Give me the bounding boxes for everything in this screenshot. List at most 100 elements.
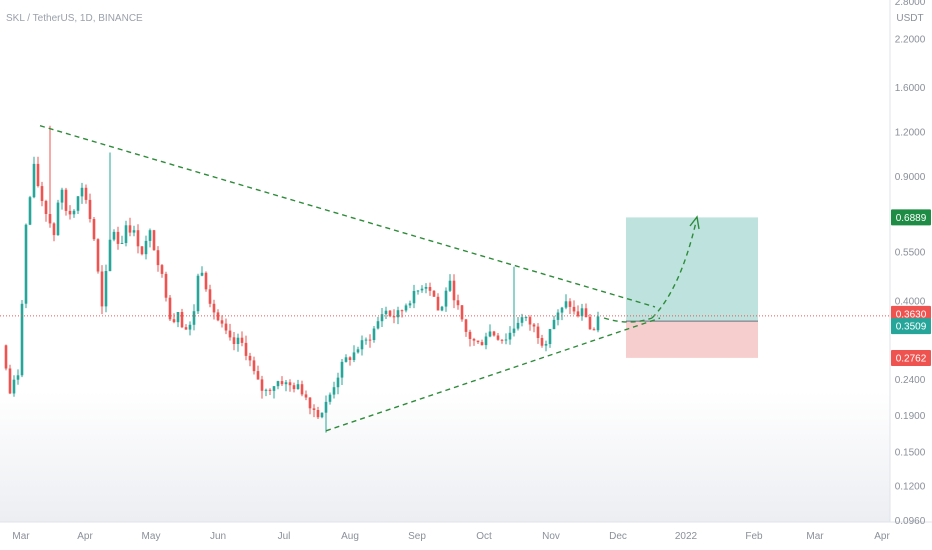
candle (548, 328, 552, 348)
time-tick-label: Mar (806, 531, 824, 542)
candle (252, 356, 256, 375)
candle (292, 382, 296, 393)
projection-dip[interactable] (603, 317, 653, 323)
candle (588, 314, 592, 330)
time-axis[interactable]: Mar Apr May Jun Jul Aug Sep Oct Nov Dec 2022 Feb Mar… (12, 531, 890, 542)
time-tick-label: Sep (408, 531, 426, 542)
candle (352, 345, 356, 363)
price-tag-stop: 0.2762 (891, 350, 931, 366)
price-tick-label: 0.4000 (895, 297, 926, 308)
candle (136, 224, 140, 254)
candle (76, 196, 80, 214)
price-tag-entry: 0.3509 (891, 318, 931, 335)
time-tick-label: Feb (745, 531, 763, 542)
candle (248, 352, 252, 367)
price-tag-label: 0.6889 (896, 213, 927, 224)
price-tick-label: 0.1500 (895, 447, 926, 458)
candle (152, 229, 156, 251)
upper-trendline[interactable] (39, 125, 656, 308)
candle (192, 304, 196, 331)
candle (196, 273, 200, 314)
candle (500, 339, 504, 344)
candle (256, 365, 260, 380)
candle (24, 223, 28, 309)
candle (284, 380, 288, 392)
candle (64, 187, 68, 216)
candle (348, 356, 352, 366)
stop-zone[interactable] (626, 321, 758, 358)
candle (104, 264, 108, 313)
candle (108, 152, 112, 272)
candle (124, 220, 128, 247)
time-tick-label: 2022 (675, 531, 698, 542)
candle (120, 235, 124, 244)
candle (40, 181, 44, 207)
candle (440, 305, 444, 312)
candle (572, 300, 576, 315)
lower-trendline[interactable] (325, 317, 661, 432)
candle (296, 379, 300, 390)
candle (540, 334, 544, 348)
trendlines-layer[interactable] (0, 125, 890, 432)
candle (376, 316, 380, 330)
candle (504, 333, 508, 345)
time-tick-label: Mar (12, 531, 30, 542)
candle (156, 246, 160, 272)
candle (12, 375, 16, 397)
candle (564, 294, 568, 310)
candle (432, 290, 436, 297)
time-tick-label: Oct (476, 531, 492, 542)
time-tick-label: May (142, 531, 161, 542)
candle (20, 300, 24, 378)
candle (144, 235, 148, 260)
candle (448, 274, 452, 292)
candle (312, 404, 316, 418)
candle (140, 246, 144, 256)
price-tag-label: 0.3509 (896, 322, 927, 333)
candle (464, 318, 468, 337)
candle (592, 327, 596, 331)
candle (480, 339, 484, 346)
candle (368, 334, 372, 348)
candle (536, 323, 540, 344)
candle (8, 364, 12, 395)
time-tick-label: Aug (341, 531, 359, 542)
price-tick-label: 0.1200 (895, 482, 926, 493)
candle (100, 265, 104, 315)
candle (116, 226, 120, 250)
price-tag-last: 0.3630 (891, 305, 931, 322)
candle (328, 392, 332, 405)
price-axis[interactable]: 2.8000 2.2000 1.6000 1.2000 0.9000 0.5500 0.40… (895, 0, 926, 527)
projection-breakout[interactable] (651, 221, 697, 319)
candle (384, 306, 388, 319)
candle (288, 379, 292, 392)
price-unit-label: USDT (896, 13, 923, 24)
candle (300, 380, 304, 397)
candle (584, 303, 588, 318)
time-tick-label: Jul (278, 531, 291, 542)
candle (344, 354, 348, 363)
candle (524, 316, 528, 322)
price-tick-label: 0.5500 (895, 248, 926, 259)
price-tick-label: 0.2400 (895, 375, 926, 386)
candle (204, 271, 208, 292)
candle (320, 412, 324, 419)
candle (112, 229, 116, 242)
candle (128, 217, 132, 237)
position-tool[interactable] (626, 217, 758, 358)
candle (308, 397, 312, 415)
candle (528, 315, 532, 331)
candle (340, 359, 344, 385)
candle (228, 323, 232, 341)
price-tick-label: 0.9000 (895, 172, 926, 183)
candle (516, 317, 520, 331)
target-zone[interactable] (626, 217, 758, 322)
price-tick-label: 0.1900 (895, 411, 926, 422)
candle (44, 199, 48, 222)
candle (28, 195, 32, 226)
candle (512, 266, 516, 337)
price-tick-label: 1.6000 (895, 83, 926, 94)
price-tag-target: 0.6889 (891, 209, 931, 226)
